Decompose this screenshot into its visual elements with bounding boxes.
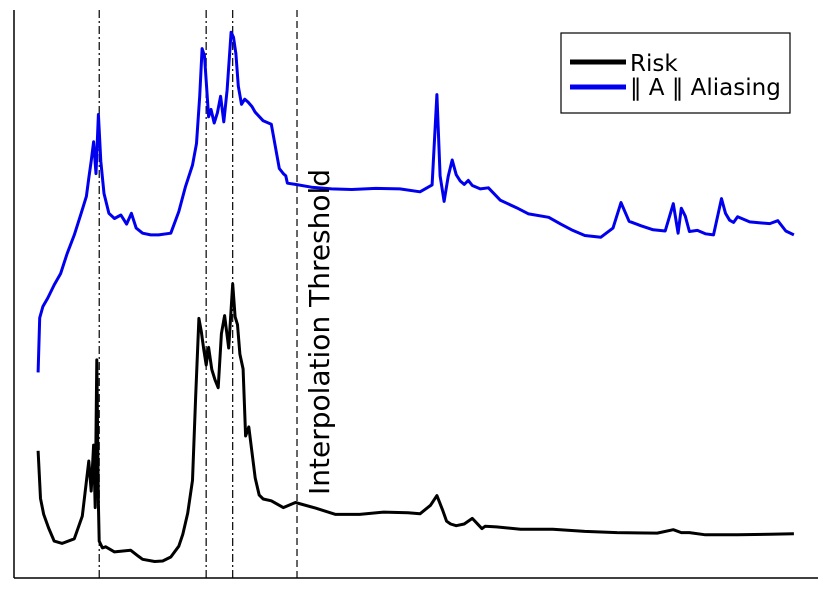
series-lines [36,30,795,563]
legend-label-risk: Risk [630,51,678,77]
interpolation-threshold-label: Interpolation Threshold [303,169,336,495]
legend: Risk ‖ A ‖ Aliasing [560,32,791,114]
vertical-markers [98,10,298,578]
series-line-aliasing [36,30,795,373]
series-line-risk [36,282,794,563]
legend-box [560,32,791,114]
legend-label-aliasing: ‖ A ‖ Aliasing [630,75,781,101]
